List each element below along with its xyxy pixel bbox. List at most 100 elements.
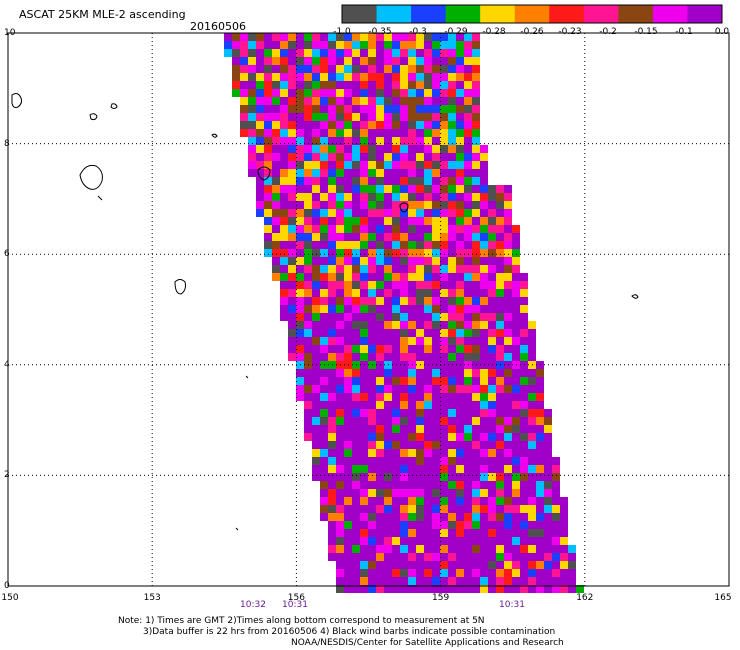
- swath-cell: [328, 97, 336, 105]
- swath-cell: [344, 393, 352, 401]
- swath-cell: [472, 273, 480, 281]
- swath-cell: [336, 353, 344, 361]
- swath-cell: [528, 329, 536, 337]
- swath-cell: [360, 473, 368, 481]
- swath-cell: [504, 185, 512, 193]
- swath-cell: [504, 209, 512, 217]
- swath-cell: [456, 241, 464, 249]
- swath-cell: [456, 529, 464, 537]
- swath-cell: [392, 497, 400, 505]
- swath-cell: [472, 281, 480, 289]
- swath-cell: [264, 41, 272, 49]
- swath-cell: [456, 145, 464, 153]
- map-date: 20160506: [190, 20, 246, 33]
- swath-cell: [560, 537, 568, 545]
- swath-cell: [400, 33, 408, 41]
- swath-cell: [376, 65, 384, 73]
- swath-cell: [360, 409, 368, 417]
- swath-cell: [368, 441, 376, 449]
- swath-cell: [408, 305, 416, 313]
- swath-cell: [480, 217, 488, 225]
- swath-cell: [504, 321, 512, 329]
- swath-cell: [344, 401, 352, 409]
- swath-cell: [456, 409, 464, 417]
- swath-cell: [368, 145, 376, 153]
- colorbar-swatch: [445, 5, 481, 23]
- swath-cell: [344, 65, 352, 73]
- swath-cell: [368, 337, 376, 345]
- swath-cell: [344, 537, 352, 545]
- swath-cell: [360, 545, 368, 553]
- swath-cell: [424, 177, 432, 185]
- swath-cell: [376, 377, 384, 385]
- swath-cell: [368, 433, 376, 441]
- swath-data-cells: [224, 33, 584, 593]
- swath-cell: [392, 57, 400, 65]
- swath-cell: [376, 561, 384, 569]
- swath-cell: [448, 105, 456, 113]
- swath-cell: [448, 33, 456, 41]
- swath-cell: [320, 89, 328, 97]
- swath-cell: [416, 545, 424, 553]
- swath-cell: [456, 369, 464, 377]
- colorbar-swatch: [618, 5, 654, 23]
- swath-cell: [336, 169, 344, 177]
- swath-cell: [352, 433, 360, 441]
- swath-cell: [312, 153, 320, 161]
- swath-cell: [344, 89, 352, 97]
- swath-cell: [336, 513, 344, 521]
- swath-cell: [328, 489, 336, 497]
- swath-cell: [448, 121, 456, 129]
- swath-cell: [232, 57, 240, 65]
- swath-cell: [496, 193, 504, 201]
- swath-cell: [360, 289, 368, 297]
- swath-cell: [408, 321, 416, 329]
- swath-cell: [424, 497, 432, 505]
- swath-cell: [472, 233, 480, 241]
- swath-cell: [472, 73, 480, 81]
- latitude-tick-label: 2: [4, 470, 10, 481]
- swath-cell: [480, 209, 488, 217]
- swath-cell: [376, 513, 384, 521]
- swath-cell: [376, 89, 384, 97]
- swath-cell: [240, 89, 248, 97]
- swath-cell: [360, 241, 368, 249]
- swath-cell: [344, 417, 352, 425]
- swath-cell: [448, 289, 456, 297]
- swath-cell: [376, 481, 384, 489]
- swath-cell: [424, 401, 432, 409]
- swath-cell: [304, 257, 312, 265]
- swath-cell: [352, 41, 360, 49]
- swath-cell: [504, 281, 512, 289]
- swath-cell: [352, 217, 360, 225]
- swath-cell: [320, 489, 328, 497]
- swath-cell: [312, 417, 320, 425]
- swath-cell: [280, 201, 288, 209]
- swath-cell: [448, 417, 456, 425]
- swath-cell: [480, 393, 488, 401]
- swath-cell: [344, 193, 352, 201]
- swath-cell: [376, 465, 384, 473]
- swath-cell: [256, 137, 264, 145]
- swath-cell: [544, 561, 552, 569]
- swath-cell: [432, 393, 440, 401]
- swath-cell: [480, 513, 488, 521]
- swath-cell: [456, 281, 464, 289]
- swath-cell: [360, 369, 368, 377]
- swath-cell: [448, 129, 456, 137]
- swath-cell: [384, 497, 392, 505]
- longitude-tick-label: 156: [287, 593, 305, 603]
- swath-cell: [248, 169, 256, 177]
- swath-cell: [416, 49, 424, 57]
- swath-cell: [432, 441, 440, 449]
- swath-cell: [296, 49, 304, 57]
- swath-cell: [336, 217, 344, 225]
- swath-cell: [264, 161, 272, 169]
- swath-cell: [304, 369, 312, 377]
- swath-cell: [472, 33, 480, 41]
- swath-cell: [392, 73, 400, 81]
- swath-cell: [392, 529, 400, 537]
- swath-cell: [344, 113, 352, 121]
- swath-cell: [400, 289, 408, 297]
- swath-cell: [512, 273, 520, 281]
